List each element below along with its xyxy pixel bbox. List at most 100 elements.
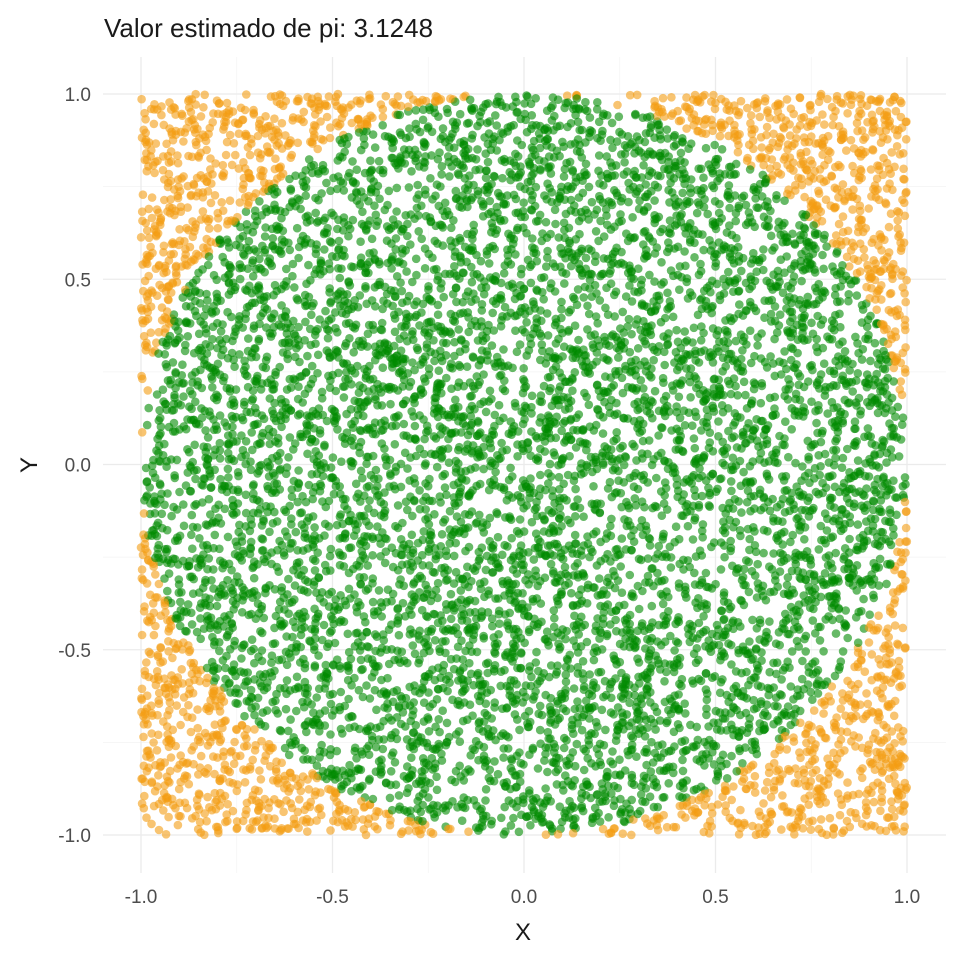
point-inside bbox=[619, 460, 629, 470]
point-inside bbox=[257, 656, 267, 666]
data-points bbox=[136, 89, 912, 840]
point-inside bbox=[465, 658, 474, 668]
point-inside bbox=[596, 216, 605, 226]
point-outside bbox=[238, 184, 248, 194]
point-inside bbox=[604, 813, 613, 822]
point-outside bbox=[618, 829, 628, 838]
point-inside bbox=[415, 486, 424, 495]
point-inside bbox=[639, 384, 648, 393]
point-inside bbox=[542, 262, 551, 271]
point-inside bbox=[841, 606, 850, 615]
point-inside bbox=[438, 241, 448, 250]
point-inside bbox=[398, 399, 408, 409]
point-inside bbox=[392, 272, 402, 281]
point-inside bbox=[616, 794, 625, 804]
point-inside bbox=[411, 254, 421, 264]
point-inside bbox=[869, 590, 878, 600]
point-inside bbox=[511, 402, 520, 411]
point-inside bbox=[194, 329, 204, 339]
point-inside bbox=[650, 211, 659, 220]
point-inside bbox=[488, 308, 498, 318]
point-outside bbox=[150, 168, 159, 178]
point-inside bbox=[326, 544, 336, 554]
point-outside bbox=[210, 769, 219, 779]
point-inside bbox=[442, 104, 452, 114]
point-outside bbox=[165, 698, 175, 707]
point-inside bbox=[760, 296, 769, 306]
point-inside bbox=[313, 368, 322, 378]
point-outside bbox=[225, 777, 234, 787]
point-outside bbox=[270, 114, 279, 123]
point-inside bbox=[235, 350, 244, 359]
point-inside bbox=[749, 695, 758, 705]
point-inside bbox=[768, 494, 777, 504]
point-outside bbox=[140, 670, 150, 680]
point-inside bbox=[649, 355, 658, 365]
point-outside bbox=[775, 777, 784, 786]
point-inside bbox=[406, 240, 415, 249]
point-inside bbox=[368, 597, 378, 607]
point-inside bbox=[810, 657, 820, 666]
point-inside bbox=[688, 338, 697, 347]
point-outside bbox=[152, 338, 161, 348]
point-inside bbox=[254, 336, 263, 346]
point-inside bbox=[539, 295, 548, 304]
point-inside bbox=[698, 533, 707, 542]
point-inside bbox=[335, 273, 345, 283]
point-inside bbox=[593, 98, 602, 107]
point-outside bbox=[901, 343, 910, 352]
point-inside bbox=[307, 361, 317, 371]
point-inside bbox=[592, 357, 601, 366]
point-outside bbox=[901, 523, 911, 533]
point-outside bbox=[250, 725, 259, 734]
point-inside bbox=[330, 638, 340, 648]
point-inside bbox=[742, 667, 751, 677]
point-inside bbox=[307, 310, 316, 320]
point-inside bbox=[364, 521, 374, 530]
point-inside bbox=[751, 306, 761, 316]
point-inside bbox=[403, 231, 412, 241]
point-inside bbox=[282, 676, 292, 685]
point-inside bbox=[311, 556, 320, 566]
point-inside bbox=[733, 242, 743, 252]
point-inside bbox=[455, 109, 465, 119]
point-inside bbox=[393, 501, 403, 510]
point-outside bbox=[149, 630, 159, 640]
point-inside bbox=[827, 493, 837, 503]
point-inside bbox=[187, 620, 197, 629]
point-inside bbox=[656, 134, 665, 144]
point-outside bbox=[196, 751, 206, 761]
point-inside bbox=[692, 208, 702, 218]
point-outside bbox=[256, 775, 266, 784]
point-inside bbox=[668, 312, 678, 322]
point-inside bbox=[337, 457, 346, 467]
point-inside bbox=[418, 299, 428, 309]
point-inside bbox=[548, 93, 558, 102]
point-outside bbox=[196, 112, 206, 121]
point-inside bbox=[409, 394, 418, 404]
point-inside bbox=[363, 561, 373, 570]
point-inside bbox=[845, 366, 854, 375]
point-outside bbox=[231, 150, 240, 160]
point-inside bbox=[831, 453, 840, 463]
point-inside bbox=[473, 691, 483, 701]
point-inside bbox=[573, 662, 583, 672]
point-inside bbox=[428, 496, 437, 506]
point-inside bbox=[466, 751, 476, 760]
point-outside bbox=[789, 737, 799, 746]
point-outside bbox=[895, 385, 905, 394]
point-inside bbox=[526, 474, 535, 483]
point-inside bbox=[358, 207, 367, 217]
point-inside bbox=[286, 186, 296, 195]
point-inside bbox=[701, 685, 711, 694]
point-outside bbox=[177, 665, 186, 674]
point-inside bbox=[455, 362, 465, 372]
point-inside bbox=[188, 544, 197, 553]
point-inside bbox=[818, 426, 827, 436]
point-outside bbox=[895, 230, 904, 239]
point-inside bbox=[312, 693, 322, 702]
point-inside bbox=[418, 115, 428, 125]
point-inside bbox=[804, 493, 814, 502]
point-inside bbox=[466, 411, 476, 421]
point-inside bbox=[408, 358, 417, 367]
